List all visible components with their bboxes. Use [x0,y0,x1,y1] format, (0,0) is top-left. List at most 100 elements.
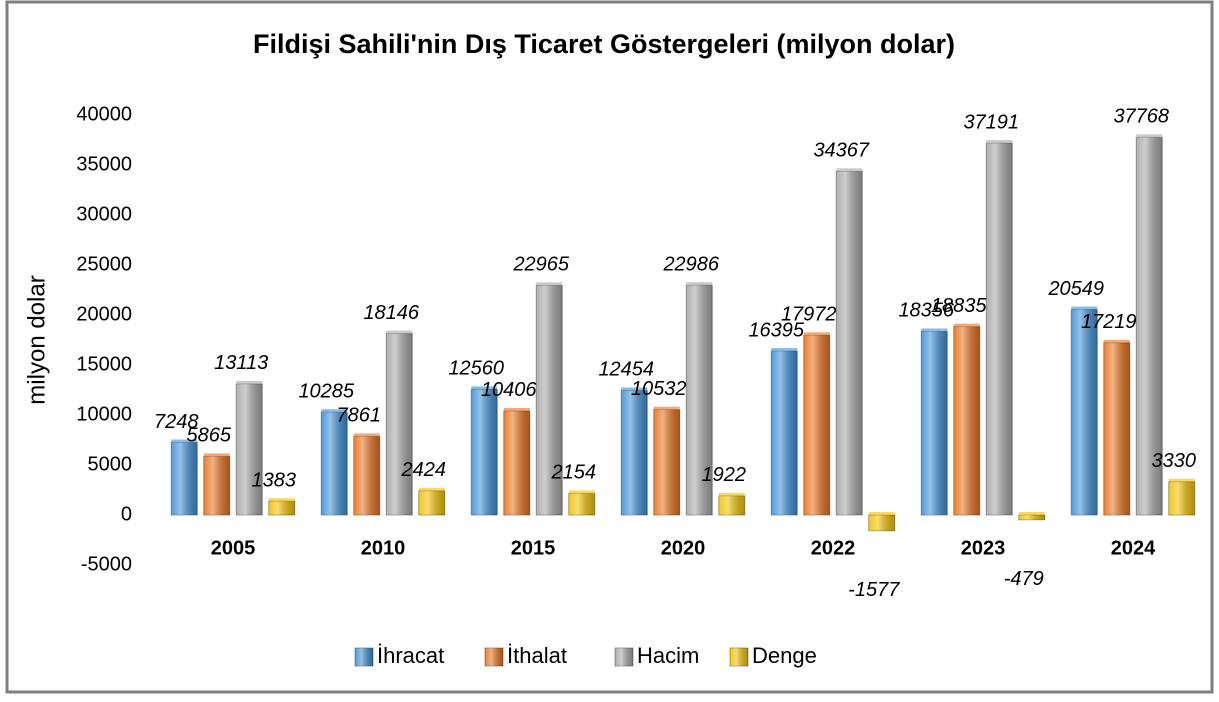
data-label: 7248 [154,411,199,433]
y-tick-label: 35000 [76,153,132,175]
data-label: -1577 [848,579,900,601]
x-tick-label: 2020 [661,537,706,559]
data-label: 37768 [1113,106,1169,128]
y-tick-label: 20000 [76,303,132,325]
bar-shine [686,285,713,515]
y-tick-label: 10000 [76,403,132,425]
bar-cap [803,332,830,336]
bar-cap [771,348,798,352]
bar-shine [568,493,595,515]
bar-shine [1136,137,1163,515]
bar-shine [771,351,798,515]
data-label: 20549 [1047,278,1104,300]
bar-cap [171,439,198,443]
bar-shine [1071,309,1098,515]
y-tick-label: 25000 [76,253,132,275]
data-label: 13113 [214,352,268,374]
data-label: 34367 [813,140,869,162]
data-label: 10532 [631,378,687,400]
bar-cap [1168,478,1195,482]
data-label: 3330 [1152,450,1197,472]
bar-shine [203,456,230,515]
y-tick-label: 30000 [76,203,132,225]
data-label: 17972 [781,304,837,326]
bar-cap [386,330,413,334]
legend-label: İhracat [377,643,444,668]
bar-cap [353,433,380,437]
data-label: 17219 [1081,311,1137,333]
data-label: 22986 [662,253,719,275]
bar-cap [686,282,713,286]
legend-swatch-shine [485,648,503,666]
bar-cap [568,490,595,494]
data-label: 10285 [298,380,354,402]
bar-cap [1071,306,1098,310]
x-tick-label: 2010 [361,537,406,559]
bar-shine [1103,342,1130,515]
x-tick-label: 2022 [811,537,856,559]
x-tick-label: 2023 [961,537,1006,559]
bar-cap [471,386,498,390]
y-tick-label: -5000 [81,553,132,575]
bar-shine [1168,481,1195,515]
legend-swatch-shine [615,648,633,666]
bar-shine [803,335,830,515]
data-label: 5865 [187,425,232,447]
data-label: 37191 [963,111,1019,133]
x-tick-label: 2024 [1111,537,1156,559]
bar-cap [836,168,863,172]
bar-cap [321,409,348,413]
legend-swatch-shine [355,648,373,666]
bar-shine [621,390,648,515]
bar-cap [621,387,648,391]
x-tick-label: 2005 [211,537,256,559]
bar-cap [418,487,445,491]
bar-cap [653,406,680,410]
bar-shine [868,515,895,531]
legend-label: Hacim [637,643,699,668]
bar-shine [268,501,295,515]
data-label: 1383 [252,469,297,491]
bar-cap [268,498,295,502]
bar-shine [921,331,948,515]
bar-cap [203,453,230,457]
legend-label: İthalat [507,643,567,668]
chart-title: Fildişi Sahili'nin Dış Ticaret Göstergel… [253,29,955,59]
data-label: -479 [1004,568,1044,590]
bar-shine [236,383,263,515]
data-label: 2154 [551,462,597,484]
bar-shine [418,490,445,515]
data-label: 7861 [337,405,382,427]
data-label: 18835 [931,295,987,317]
bar-cap [236,380,263,384]
data-label: 12454 [598,359,654,381]
legend-swatch-shine [730,648,748,666]
bar-cap [1103,339,1130,343]
bar-shine [836,171,863,515]
bar-shine [953,326,980,515]
bar-cap [1136,134,1163,138]
bar-shine [353,436,380,515]
y-tick-label: 0 [121,503,132,525]
data-label: 18146 [363,302,419,324]
bar-cap [1018,512,1045,515]
data-label: 22965 [512,254,569,276]
bar-shine [653,409,680,515]
data-label: 2424 [401,459,447,481]
bar-cap [953,323,980,327]
bar-cap [921,328,948,332]
bar-shine [536,285,563,515]
data-label: 16395 [748,319,804,341]
bar-shine [503,410,530,515]
bar-shine [718,495,745,515]
y-tick-label: 40000 [76,103,132,125]
x-tick-label: 2015 [511,537,556,559]
bar-shine [321,412,348,515]
data-label: 18356 [898,300,954,322]
bar-cap [503,407,530,411]
data-label: 12560 [448,358,504,380]
bar-shine [171,442,198,515]
y-tick-label: 15000 [76,353,132,375]
bar-shine [986,143,1013,515]
